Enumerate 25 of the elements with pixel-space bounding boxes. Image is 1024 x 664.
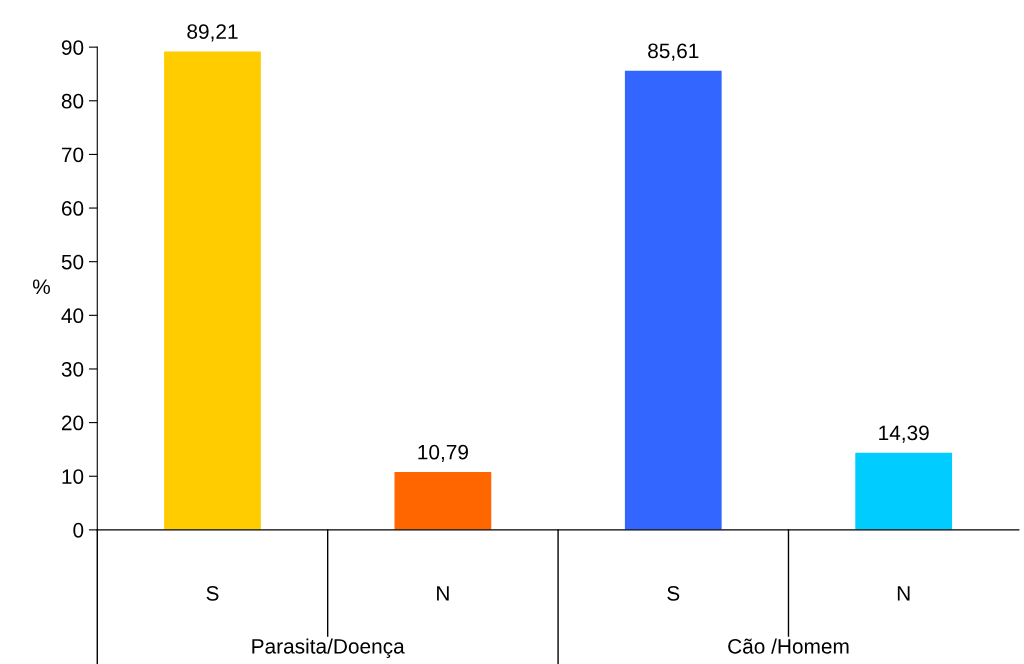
bar <box>624 70 722 530</box>
bar <box>855 452 953 530</box>
text: Parasita/Doença <box>252 638 405 658</box>
y-tick-label: 30 <box>61 361 84 377</box>
bar <box>164 51 261 530</box>
y-tick-label: 40 <box>61 308 84 324</box>
data-label: 10,79 <box>418 444 468 463</box>
y-tick-label: 10 <box>62 469 84 484</box>
x-tick-label: S <box>206 585 219 601</box>
data-label: 85,61 <box>648 43 699 61</box>
text: Cão /Homem <box>728 638 849 654</box>
y-tick-label: 70 <box>61 147 84 163</box>
y-axis-title: % <box>32 279 50 295</box>
y-tick-label: 60 <box>61 201 84 216</box>
data-label: 14,39 <box>879 425 929 443</box>
y-tick-label: 0 <box>73 522 84 538</box>
data-label: 89,21 <box>187 24 238 42</box>
y-tick-label: 20 <box>61 415 84 431</box>
x-tick-label: S <box>667 585 680 601</box>
y-tick-label: 50 <box>61 254 84 270</box>
y-tick-label: 90 <box>61 40 84 55</box>
x-tick-label: N <box>897 586 910 601</box>
y-tick-label: 80 <box>61 93 84 109</box>
bar <box>394 472 492 530</box>
x-tick-label: N <box>437 586 449 601</box>
